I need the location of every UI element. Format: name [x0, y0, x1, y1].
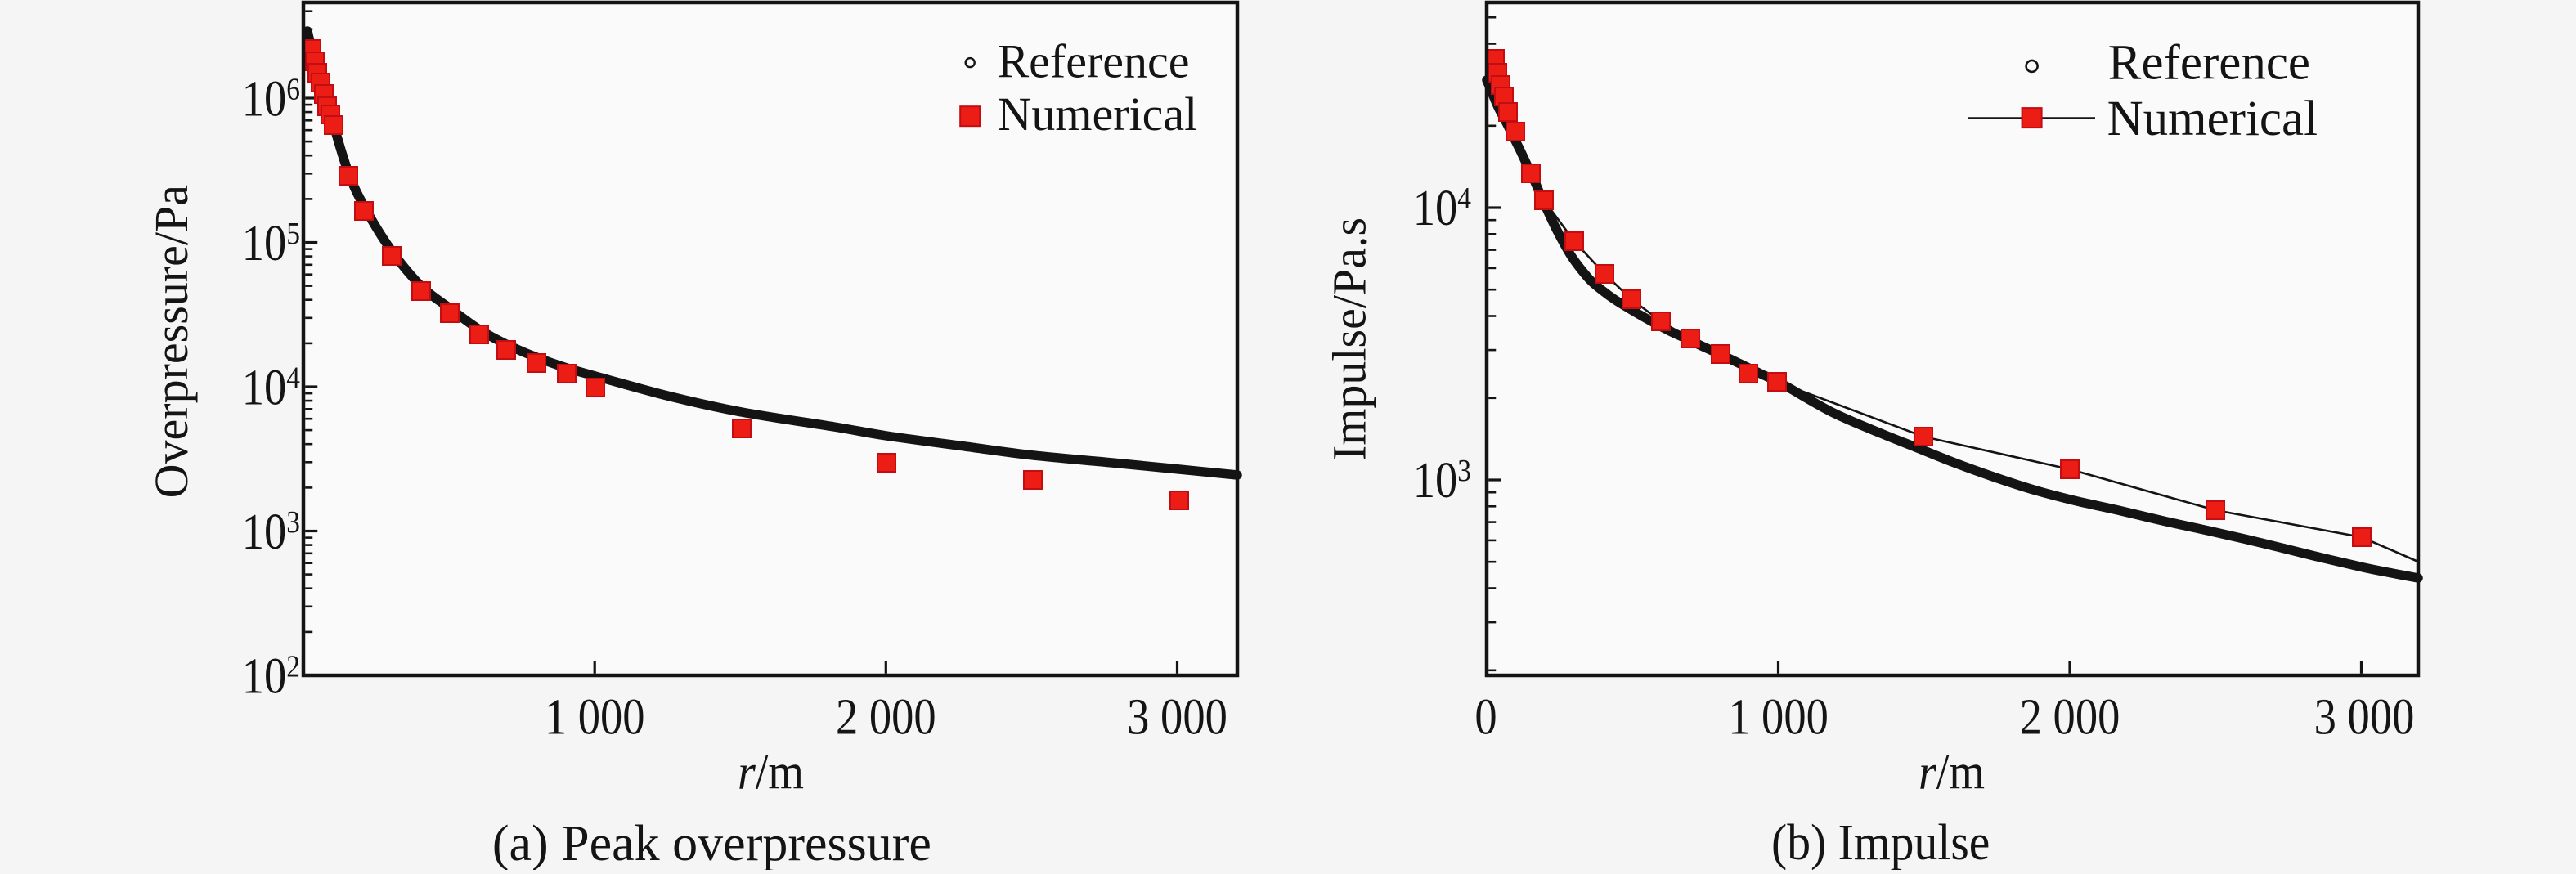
svg-text:(a) Peak overpressure: (a) Peak overpressure — [492, 816, 931, 870]
svg-text:r/m: r/m — [738, 744, 804, 800]
svg-text:2 000: 2 000 — [836, 688, 936, 745]
svg-text:Reference: Reference — [998, 35, 1190, 88]
svg-text:3 000: 3 000 — [2314, 688, 2415, 745]
svg-text:1 000: 1 000 — [1728, 688, 1829, 745]
svg-text:2 000: 2 000 — [2020, 688, 2120, 745]
svg-text:Impulse/Pa.s: Impulse/Pa.s — [1322, 217, 1376, 461]
svg-text:(b) Impulse: (b) Impulse — [1771, 814, 1990, 870]
svg-text:0: 0 — [1474, 688, 1497, 745]
svg-text:3 000: 3 000 — [1127, 688, 1227, 745]
svg-text:Numerical: Numerical — [2107, 92, 2318, 146]
svg-text:Numerical: Numerical — [998, 87, 1198, 141]
svg-text:1 000: 1 000 — [545, 688, 645, 745]
svg-text:Overpressure/Pa: Overpressure/Pa — [145, 185, 198, 498]
svg-text:Reference: Reference — [2108, 36, 2310, 91]
svg-text:r/m: r/m — [1919, 744, 1985, 800]
